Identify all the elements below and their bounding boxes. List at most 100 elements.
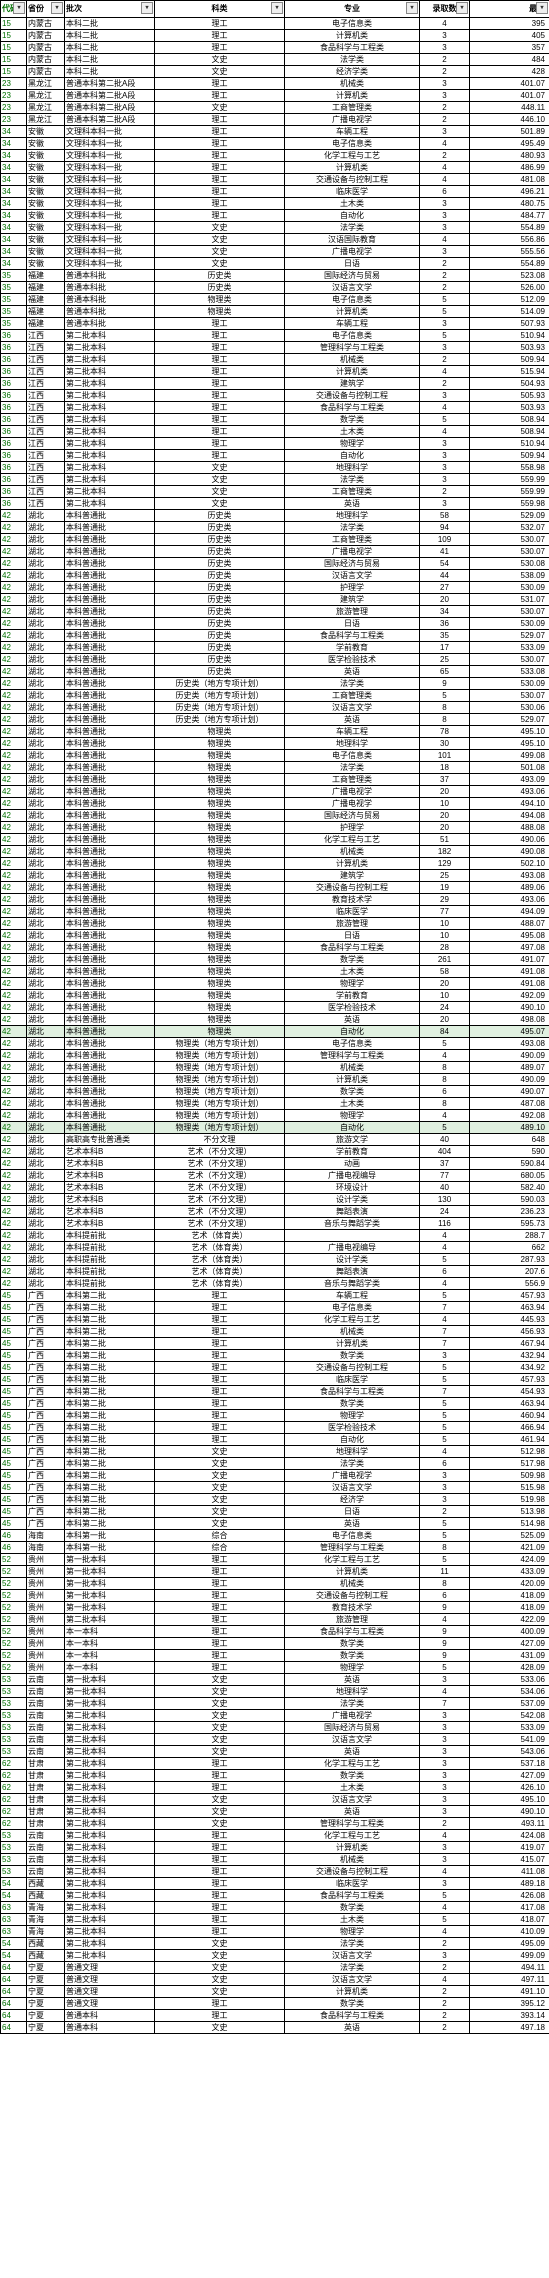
table-row: 42湖北本科普通批物理类法学类18501.08 bbox=[1, 762, 549, 774]
filter-icon[interactable]: ▾ bbox=[406, 2, 418, 14]
cell: 物理类 bbox=[155, 834, 285, 846]
cell: 历史类（地方专项计划） bbox=[155, 702, 285, 714]
cell: 文史 bbox=[155, 498, 285, 510]
cell: 历史类 bbox=[155, 594, 285, 606]
cell: 物理类 bbox=[155, 966, 285, 978]
cell: 530.06 bbox=[470, 702, 549, 714]
cell: 84 bbox=[420, 1026, 470, 1038]
table-row: 34安徽文理科本科一批理工土木类3480.75 bbox=[1, 198, 549, 210]
cell: 本科普通批 bbox=[65, 714, 155, 726]
cell: 3 bbox=[420, 1842, 470, 1854]
cell: 4 bbox=[420, 402, 470, 414]
cell: 5 bbox=[420, 1122, 470, 1134]
cell: 11 bbox=[420, 1566, 470, 1578]
cell: 第二批本科 bbox=[65, 1854, 155, 1866]
cell: 地理科学 bbox=[285, 1446, 420, 1458]
cell: 云南 bbox=[27, 1734, 65, 1746]
cell: 493.08 bbox=[470, 870, 549, 882]
cell: 理工 bbox=[155, 1638, 285, 1650]
cell: 503.93 bbox=[470, 402, 549, 414]
cell: 艺术（不分文理） bbox=[155, 1158, 285, 1170]
cell: 本科普通批 bbox=[65, 978, 155, 990]
cell: 489.10 bbox=[470, 1122, 549, 1134]
cell: 普通文理 bbox=[65, 1962, 155, 1974]
filter-icon[interactable]: ▾ bbox=[536, 2, 548, 14]
cell: 物理类 bbox=[155, 990, 285, 1002]
table-row: 36江西第二批本科文史工商管理类2559.99 bbox=[1, 486, 549, 498]
table-row: 42湖北本科普通批物理类土木类58491.08 bbox=[1, 966, 549, 978]
cell: 广播电视学 bbox=[285, 798, 420, 810]
cell: 517.98 bbox=[470, 1458, 549, 1470]
cell: 物理类 bbox=[155, 846, 285, 858]
filter-icon[interactable]: ▾ bbox=[456, 2, 468, 14]
cell: 3 bbox=[420, 498, 470, 510]
table-row: 42湖北本科普通批物理类交通设备与控制工程19489.06 bbox=[1, 882, 549, 894]
table-row: 62甘肃第二批本科理工化学工程与工艺3537.18 bbox=[1, 1758, 549, 1770]
cell: 第二批本科 bbox=[65, 1746, 155, 1758]
cell: 495.10 bbox=[470, 1794, 549, 1806]
cell: 497.18 bbox=[470, 2022, 549, 2034]
cell: 本科提前批 bbox=[65, 1278, 155, 1290]
header-subj[interactable]: 科类 ▾ bbox=[155, 1, 285, 18]
table-row: 42湖北本科普通批物理类计算机类129502.10 bbox=[1, 858, 549, 870]
filter-icon[interactable]: ▾ bbox=[271, 2, 283, 14]
cell: 4 bbox=[420, 1446, 470, 1458]
cell: 19 bbox=[420, 882, 470, 894]
cell: 3 bbox=[420, 1950, 470, 1962]
cell: 江西 bbox=[27, 366, 65, 378]
table-row: 42湖北本科普通批历史类（地方专项计划）汉语言文学8530.06 bbox=[1, 702, 549, 714]
header-min[interactable]: 最低 ▾ bbox=[470, 1, 549, 18]
cell: 湖北 bbox=[27, 1254, 65, 1266]
cell: 学前教育 bbox=[285, 642, 420, 654]
cell: 英语 bbox=[285, 666, 420, 678]
header-major[interactable]: 专业 ▾ bbox=[285, 1, 420, 18]
cell: 42 bbox=[1, 798, 27, 810]
cell: 机械类 bbox=[285, 354, 420, 366]
cell: 理工 bbox=[155, 1566, 285, 1578]
cell: 第一批本科 bbox=[65, 1698, 155, 1710]
cell: 本科普通批 bbox=[65, 954, 155, 966]
header-batch[interactable]: 批次 ▾ bbox=[65, 1, 155, 18]
filter-icon[interactable]: ▾ bbox=[51, 2, 63, 14]
header-code[interactable]: 代码 ▾ bbox=[1, 1, 27, 18]
cell: 湖北 bbox=[27, 786, 65, 798]
cell: 3 bbox=[420, 1746, 470, 1758]
cell: 本科第一批 bbox=[65, 1530, 155, 1542]
cell: 2 bbox=[420, 66, 470, 78]
cell: 9 bbox=[420, 1638, 470, 1650]
cell: 安徽 bbox=[27, 138, 65, 150]
cell: 福建 bbox=[27, 306, 65, 318]
filter-icon[interactable]: ▾ bbox=[13, 2, 25, 14]
header-cnt[interactable]: 录取数 ▾ bbox=[420, 1, 470, 18]
cell: 65 bbox=[420, 666, 470, 678]
cell: 559.98 bbox=[470, 498, 549, 510]
cell: 普通本科 bbox=[65, 2022, 155, 2034]
cell: 101 bbox=[420, 750, 470, 762]
cell: 514.98 bbox=[470, 1518, 549, 1530]
cell: 501.08 bbox=[470, 762, 549, 774]
cell: 历史类 bbox=[155, 270, 285, 282]
cell: 53 bbox=[1, 1734, 27, 1746]
cell: 文史 bbox=[155, 1446, 285, 1458]
cell: 艺术（不分文理） bbox=[155, 1182, 285, 1194]
cell: 34 bbox=[1, 210, 27, 222]
cell: 自动化 bbox=[285, 450, 420, 462]
filter-icon[interactable]: ▾ bbox=[141, 2, 153, 14]
table-row: 42湖北本科普通批物理类自动化84495.07 bbox=[1, 1026, 549, 1038]
table-row: 42湖北本科提前批艺术（体育类）舞蹈表演6207.6 bbox=[1, 1266, 549, 1278]
cell: 文史 bbox=[155, 1950, 285, 1962]
cell: 车辆工程 bbox=[285, 318, 420, 330]
cell: 理工 bbox=[155, 126, 285, 138]
cell: 医学检验技术 bbox=[285, 654, 420, 666]
table-row: 42湖北艺术本科B艺术（不分文理）广播电视编导77680.05 bbox=[1, 1170, 549, 1182]
cell: 西藏 bbox=[27, 1938, 65, 1950]
cell: 45 bbox=[1, 1422, 27, 1434]
header-prov[interactable]: 省份 ▾ bbox=[27, 1, 65, 18]
cell: 广西 bbox=[27, 1290, 65, 1302]
cell: 513.98 bbox=[470, 1506, 549, 1518]
table-row: 36江西第二批本科理工食品科学与工程类4503.93 bbox=[1, 402, 549, 414]
table-row: 63青海第二批本科理工物理学4410.09 bbox=[1, 1926, 549, 1938]
cell: 40 bbox=[420, 1134, 470, 1146]
cell: 530.09 bbox=[470, 678, 549, 690]
table-row: 45广西本科第二批理工车辆工程5457.93 bbox=[1, 1290, 549, 1302]
